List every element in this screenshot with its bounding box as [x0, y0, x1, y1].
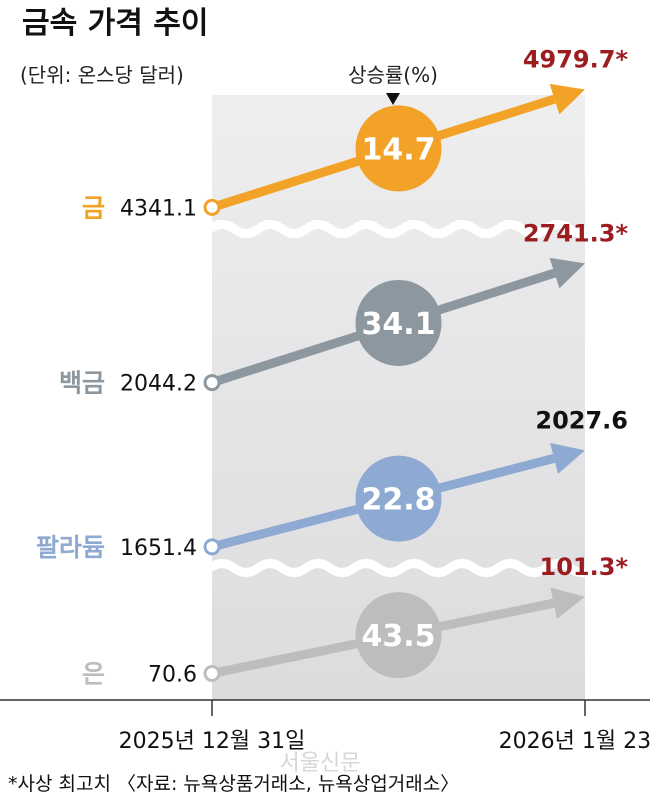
series-silver: 43.5 은 70.6 101.3* — [82, 553, 628, 689]
end-value-platinum: 2741.3* — [523, 219, 629, 247]
start-value-silver: 70.6 — [148, 663, 197, 688]
rate-label: 상승률(%) — [348, 63, 438, 87]
watermark: 서울신문 — [280, 751, 361, 776]
start-value-gold: 4341.1 — [120, 196, 197, 221]
x-tick-label-end: 2026년 1월 23일 — [499, 729, 650, 754]
start-point-palladium — [203, 538, 221, 556]
series-name-platinum: 백금 — [59, 369, 105, 398]
x-tick-label-start: 2025년 12월 31일 — [119, 729, 306, 754]
arrow-head-platinum — [549, 257, 585, 289]
end-value-gold: 4979.7* — [523, 45, 629, 73]
rate-value-platinum: 34.1 — [361, 307, 435, 342]
axis-break-upper — [207, 220, 597, 238]
rate-value-palladium: 22.8 — [361, 483, 435, 518]
footnote: *사상 최고치 〈자료: 뉴욕상품거래소, 뉴욕상업거래소〉 — [8, 773, 459, 795]
rate-circle-palladium — [355, 455, 442, 542]
end-value-silver: 101.3* — [540, 553, 629, 581]
unit-label: (단위: 온스당 달러) — [20, 63, 184, 87]
series-name-gold: 금 — [82, 193, 105, 222]
series-gold: 14.7 금 4341.1 4979.7* — [82, 45, 628, 222]
arrow-head-silver — [550, 587, 585, 619]
rate-value-gold: 14.7 — [361, 132, 435, 167]
rate-value-silver: 43.5 — [361, 619, 435, 654]
series-name-palladium: 팔라듐 — [36, 533, 105, 562]
series-palladium: 22.8 팔라듐 1651.4 2027.6 — [36, 406, 628, 561]
axis-break-lower — [207, 559, 597, 577]
series-layer: 14.7 금 4341.1 4979.7* 34.1 백금 2044.2 2741.3* 22.… — [36, 45, 628, 688]
rate-circle-gold — [355, 105, 442, 192]
arrow-head-palladium — [550, 442, 585, 474]
series-platinum: 34.1 백금 2044.2 2741.3* — [59, 219, 628, 397]
start-point-silver — [203, 665, 221, 682]
start-value-palladium: 1651.4 — [120, 536, 197, 561]
start-value-platinum: 2044.2 — [120, 372, 197, 397]
start-point-platinum — [203, 374, 221, 392]
chart-title: 금속 가격 추이 — [22, 6, 209, 41]
arrow-head-gold — [549, 83, 585, 115]
start-point-gold — [203, 198, 221, 216]
rate-pointer-icon — [386, 93, 400, 105]
rate-circle-silver — [355, 592, 442, 679]
rate-circle-platinum — [355, 279, 442, 366]
end-value-palladium: 2027.6 — [535, 406, 628, 434]
series-name-silver: 은 — [82, 660, 105, 689]
